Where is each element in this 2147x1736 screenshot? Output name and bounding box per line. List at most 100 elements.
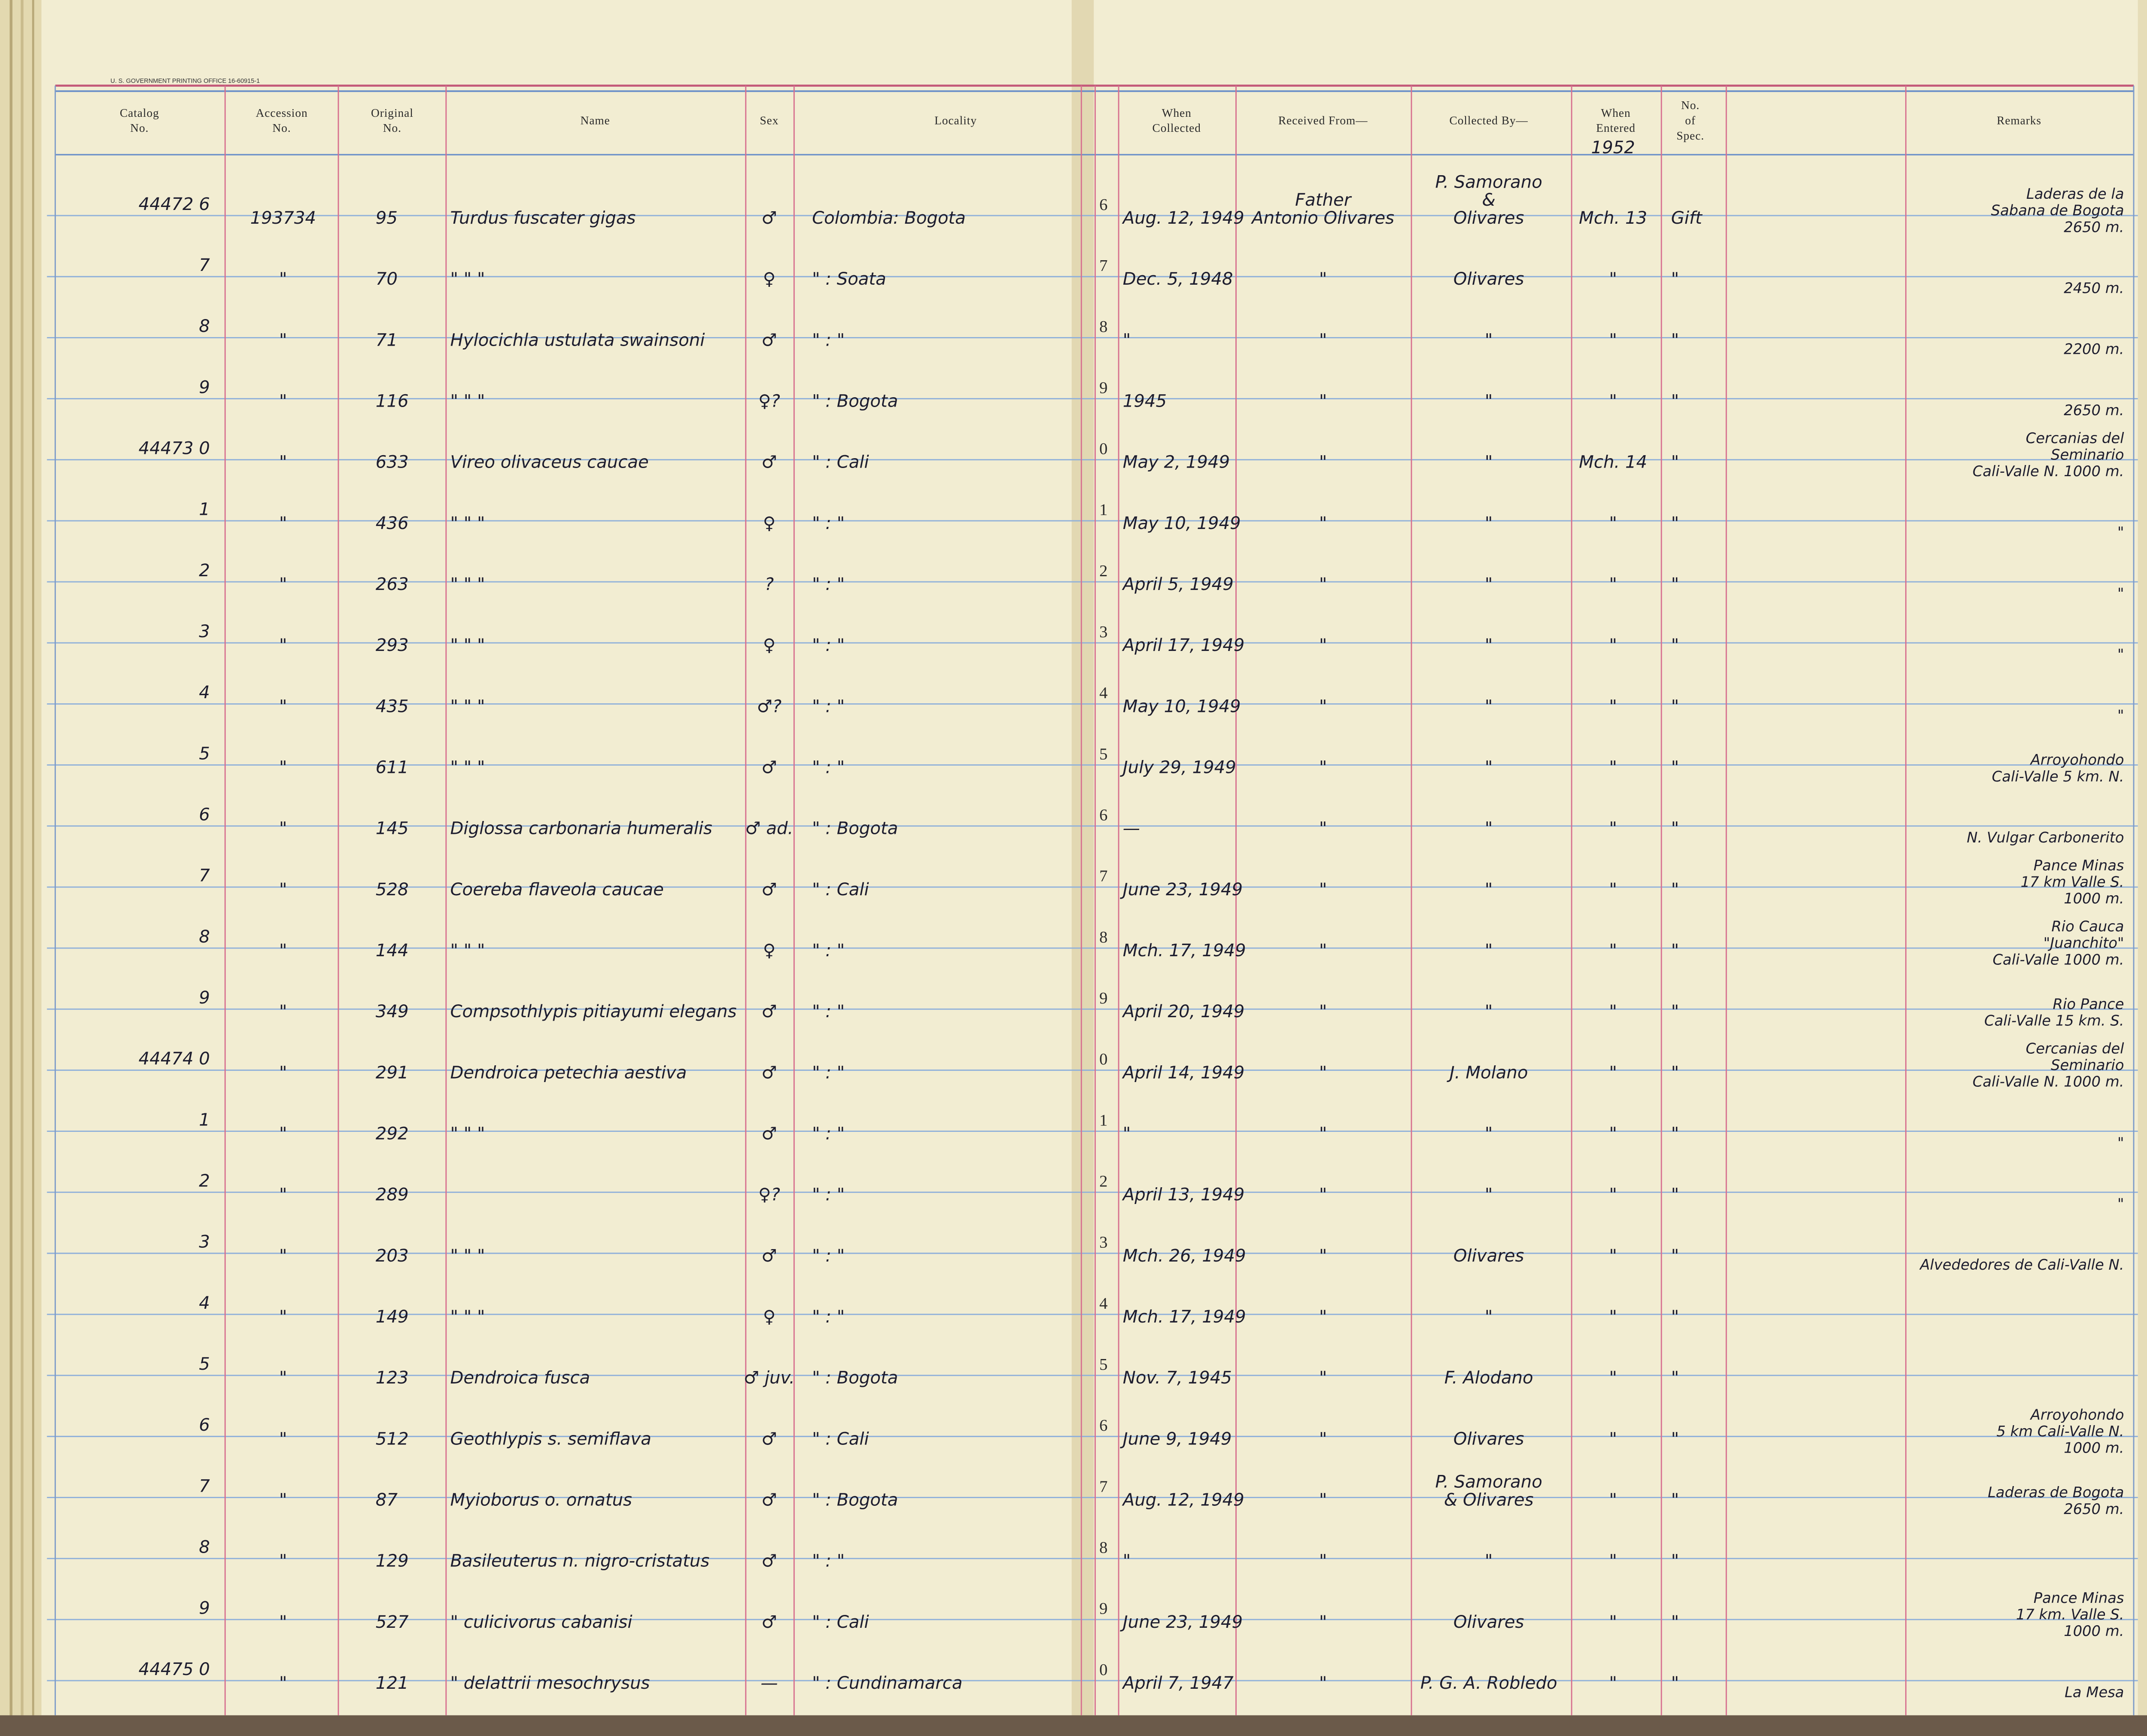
accession-no: "	[279, 1490, 287, 1510]
no-of-spec: "	[1671, 941, 1679, 961]
catalog-no: 4	[199, 1293, 210, 1313]
collected-by: P. Samorano	[1435, 1472, 1542, 1492]
remarks: "	[2117, 707, 2124, 724]
locality: " : "	[812, 514, 845, 533]
original-no: 116	[376, 392, 409, 411]
locality: " : "	[812, 1124, 845, 1144]
remarks: Cercanias del	[2026, 430, 2124, 447]
received-from: "	[1319, 1246, 1327, 1266]
accession-no: "	[279, 330, 287, 350]
sex: ♂	[761, 1612, 777, 1632]
catalog-no: 44473 0	[139, 439, 210, 459]
column-header: Sex	[760, 114, 779, 127]
original-no: 149	[376, 1307, 409, 1327]
sex: ♀	[763, 1307, 775, 1327]
locality: " : "	[812, 758, 845, 778]
when-collected: April 14, 1949	[1122, 1063, 1245, 1082]
accession-no: "	[279, 880, 287, 900]
received-from: "	[1319, 330, 1327, 350]
remarks: Cali-Valle 5 km. N.	[1992, 768, 2124, 785]
when-collected: May 10, 1949	[1123, 514, 1241, 533]
name: " " "	[450, 941, 485, 961]
locality: " : "	[812, 635, 845, 655]
name: " " "	[450, 758, 485, 778]
column-header: Entered	[1596, 122, 1636, 134]
received-from: "	[1319, 1612, 1327, 1632]
when-collected: April 5, 1949	[1122, 575, 1234, 594]
original-no: 349	[376, 1002, 409, 1022]
received-from: "	[1319, 941, 1327, 961]
catalog-no: 2	[199, 561, 210, 581]
remarks: Cali-Valle N. 1000 m.	[1973, 1073, 2124, 1090]
remarks: Cali-Valle 15 km. S.	[1984, 1012, 2124, 1029]
collected-by: Olivares	[1454, 269, 1524, 289]
accession-no: 193734	[250, 208, 316, 228]
original-no: 633	[376, 453, 409, 472]
row-digit: 4	[1099, 684, 1107, 702]
catalog-no: 7	[199, 866, 210, 886]
name: " delattrii mesochrysus	[450, 1673, 650, 1693]
name: Turdus fuscater gigas	[450, 208, 636, 228]
remarks: "	[2117, 1195, 2124, 1212]
received-from: "	[1319, 880, 1327, 900]
row-digit: 6	[1099, 1417, 1107, 1435]
catalog-no: 8	[199, 316, 210, 336]
sex: ♀	[763, 941, 775, 961]
sex: ♀?	[758, 392, 780, 411]
catalog-no: 9	[199, 988, 210, 1008]
right-edge	[2138, 0, 2147, 1736]
locality: " : Soata	[812, 269, 886, 289]
locality: " : Cali	[812, 453, 869, 472]
when-collected: May 10, 1949	[1123, 696, 1241, 716]
locality: " : "	[812, 1185, 845, 1205]
row-digit: 8	[1099, 1539, 1107, 1557]
row-digit: 7	[1099, 1478, 1107, 1496]
no-of-spec: "	[1671, 1185, 1679, 1205]
when-collected: July 29, 1949	[1120, 758, 1236, 778]
locality: " : Bogota	[812, 392, 898, 411]
name: Dendroica petechia aestiva	[450, 1063, 687, 1082]
original-no: 292	[376, 1124, 409, 1144]
catalog-no: 5	[199, 1354, 210, 1374]
column-header: When	[1162, 106, 1192, 119]
column-header: No.	[1681, 99, 1700, 112]
row-digit: 9	[1099, 1600, 1107, 1618]
name: " " "	[450, 514, 485, 533]
row-digit: 8	[1099, 928, 1107, 946]
when-entered: "	[1609, 1429, 1617, 1449]
row-digit: 1	[1099, 1111, 1107, 1129]
when-entered: "	[1609, 819, 1617, 839]
collected-by: "	[1485, 392, 1493, 411]
no-of-spec: "	[1671, 269, 1679, 289]
sex: ♂	[761, 1124, 777, 1144]
accession-no: "	[279, 269, 287, 289]
collected-by: "	[1485, 941, 1493, 961]
sex: ♂	[761, 208, 777, 228]
remarks: Pance Minas	[2034, 1590, 2124, 1606]
received-from: "	[1319, 696, 1327, 716]
remarks: Sabana de Bogota	[1991, 202, 2124, 219]
sex: ♂	[761, 1063, 777, 1082]
accession-no: "	[279, 819, 287, 839]
remarks: La Mesa	[2065, 1684, 2124, 1700]
accession-no: "	[279, 453, 287, 472]
remarks: 17 km. Valle S.	[2016, 1606, 2124, 1623]
no-of-spec: "	[1671, 453, 1679, 472]
accession-no: "	[279, 941, 287, 961]
no-of-spec: "	[1671, 1551, 1679, 1571]
row-digit: 0	[1099, 1050, 1107, 1068]
locality: " : Cali	[812, 1612, 869, 1632]
original-no: 95	[376, 208, 398, 228]
received-from: "	[1319, 453, 1327, 472]
sex: ♂	[761, 1490, 777, 1510]
when-collected: Mch. 17, 1949	[1123, 941, 1246, 961]
gutter	[1071, 0, 1094, 1736]
accession-no: "	[279, 1246, 287, 1266]
column-header: Spec.	[1676, 129, 1704, 142]
collected-by: Olivares	[1454, 1429, 1524, 1449]
received-from: "	[1319, 514, 1327, 533]
when-collected: June 23, 1949	[1120, 880, 1243, 900]
remarks: Cercanias del	[2026, 1040, 2124, 1057]
remarks: Cali-Valle N. 1000 m.	[1973, 463, 2124, 480]
received-from: "	[1319, 575, 1327, 594]
